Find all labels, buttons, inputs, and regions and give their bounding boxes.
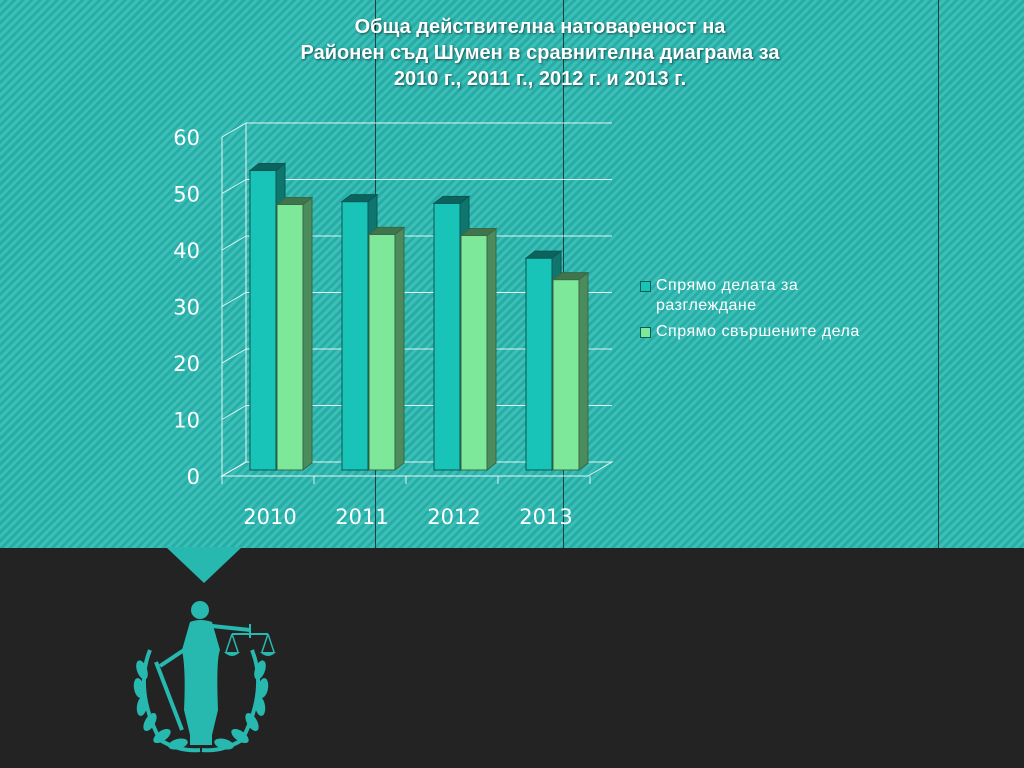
bar-2013-series-2: [552, 279, 580, 471]
bar-top-2010-series-2: [275, 196, 314, 205]
bar-2012-series-2: [460, 235, 488, 471]
legend: Спрямо делата за разглеждане Спрямо свър…: [640, 276, 900, 348]
bar-2011-series-2: [368, 233, 396, 471]
y-tick-mark: [221, 292, 247, 307]
bar-2013-series-1: [525, 257, 553, 471]
y-tick-label: 20: [173, 352, 200, 376]
chart-title: Обща действителна натовареност на Районе…: [170, 14, 910, 92]
bar-side-2010-series-2: [302, 196, 313, 472]
bar-2011-series-1: [341, 201, 369, 471]
chart-title-line-2: Районен съд Шумен в сравнителна диаграма…: [300, 42, 780, 64]
legend-label-series-1: Спрямо делата за разглеждане: [656, 277, 799, 314]
y-tick-mark: [221, 405, 247, 420]
chart-title-line-3: 2010 г., 2011 г., 2012 г. и 2013 г.: [393, 68, 687, 90]
y-tick-label: 10: [173, 409, 200, 433]
x-tick-label-2012: 2012: [427, 505, 480, 529]
x-tick-label-2010: 2010: [243, 505, 296, 529]
chart-background: [0, 0, 1024, 548]
y-tick-label: 60: [173, 126, 200, 150]
bar-top-2010-series-1: [248, 163, 287, 172]
legend-swatch-series-2: [640, 327, 651, 338]
legend-label-series-2: Спрямо свършените дела: [656, 323, 860, 340]
y-tick-mark: [221, 461, 247, 477]
legend-swatch-series-1: [640, 281, 651, 292]
bar-top-2011-series-1: [340, 194, 379, 203]
bar-top-2011-series-2: [367, 226, 406, 235]
bar-side-2012-series-2: [486, 227, 497, 472]
bar-top-2013-series-1: [524, 250, 563, 259]
bar-2012-series-1: [433, 202, 461, 471]
y-tick-mark: [221, 235, 247, 251]
bar-side-2011-series-2: [394, 226, 405, 472]
x-tick-label-2011: 2011: [335, 505, 388, 529]
bar-side-2013-series-2: [578, 271, 589, 472]
bar-chart: 0 10 20 30 40 50 60 2010 2011 2012 2013: [173, 122, 614, 529]
bar-2010-series-1: [249, 170, 277, 471]
x-tick-label-2013: 2013: [519, 505, 572, 529]
y-tick-label: 40: [173, 239, 200, 263]
bar-top-2012-series-1: [432, 195, 471, 204]
bar-2010-series-2: [276, 203, 304, 471]
y-tick-label: 50: [173, 183, 200, 207]
y-tick-mark: [221, 122, 247, 138]
chart-title-line-1: Обща действителна натовареност на: [354, 16, 726, 38]
lady-justice-icon: [133, 601, 276, 753]
y-tick-mark: [221, 179, 247, 194]
bar-top-2012-series-2: [459, 228, 498, 237]
bar-top-2013-series-2: [551, 272, 590, 281]
legend-item-series-1: Спрямо делата за разглеждане: [640, 276, 900, 316]
y-tick-mark: [221, 348, 247, 364]
legend-item-series-2: Спрямо свършените дела: [640, 322, 900, 342]
pointer-arrow: [166, 547, 242, 583]
y-tick-label: 30: [173, 296, 200, 320]
divider-line: [938, 0, 939, 548]
y-tick-label: 0: [187, 465, 200, 489]
